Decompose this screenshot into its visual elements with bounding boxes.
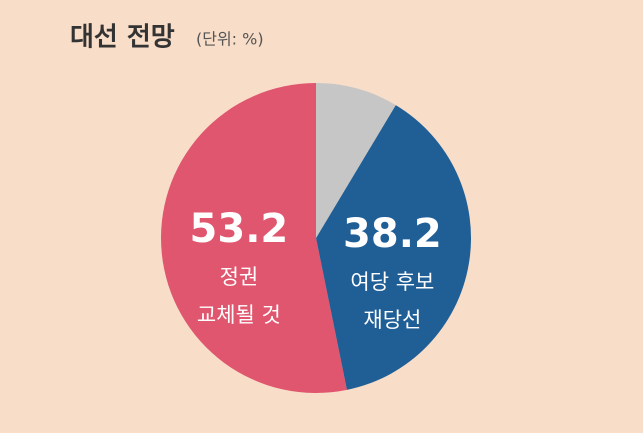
chart-title: 대선 전망 xyxy=(70,23,175,53)
pie-slice xyxy=(160,83,347,393)
slice-label: 교체될 것 xyxy=(197,303,281,327)
slice-label: 정권 xyxy=(220,265,259,289)
value-label: 38.2 xyxy=(343,211,442,257)
pie-slice xyxy=(316,105,471,390)
slice-label: 여당 후보 xyxy=(350,270,434,294)
pie-slice xyxy=(316,83,396,238)
slice-label: 재당선 xyxy=(363,308,421,332)
chart-subtitle: (단위: %) xyxy=(196,30,264,49)
value-label: 53.2 xyxy=(190,206,289,252)
